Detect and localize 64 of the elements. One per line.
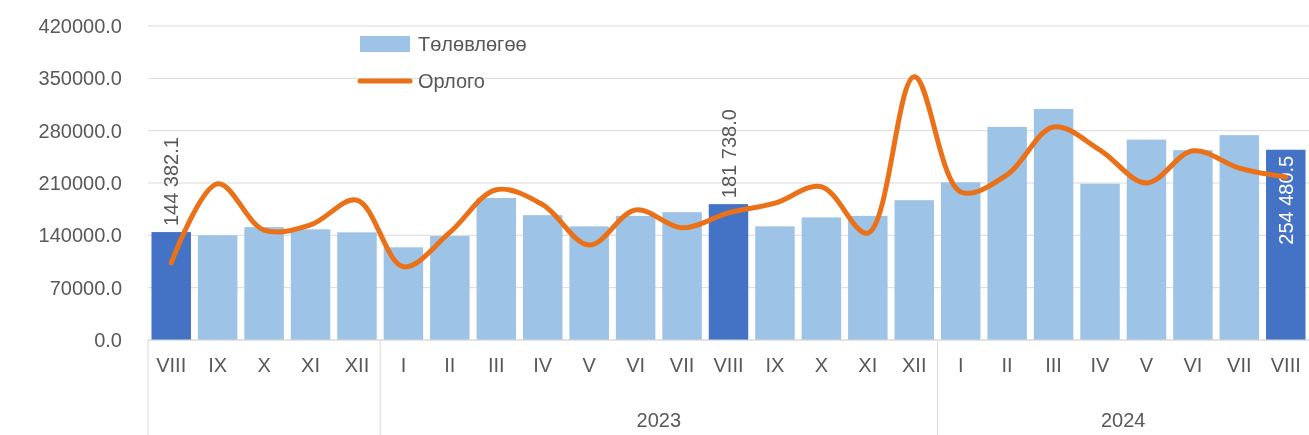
bar bbox=[151, 232, 191, 340]
text: 2024 bbox=[1100, 409, 1146, 431]
bar bbox=[1033, 108, 1074, 340]
bar bbox=[244, 227, 284, 340]
x-tick-label: X bbox=[814, 354, 829, 376]
y-tick-label: 0.0 bbox=[94, 329, 122, 351]
bar bbox=[197, 235, 238, 340]
bar bbox=[1126, 139, 1167, 340]
bar bbox=[894, 200, 934, 340]
bar bbox=[987, 126, 1027, 340]
y-tick-label: 420000.0 bbox=[38, 15, 122, 37]
x-tick-label: I bbox=[400, 354, 407, 376]
bar bbox=[383, 247, 424, 340]
x-tick-label: VI bbox=[1183, 354, 1203, 376]
y-tick-label: 350000.0 bbox=[38, 67, 122, 90]
bar bbox=[476, 197, 517, 340]
bar bbox=[569, 226, 609, 340]
bar bbox=[801, 217, 842, 340]
bar bbox=[940, 182, 981, 340]
y-tick-label: 70000.0 bbox=[49, 276, 122, 299]
data-label: 181 738.0 bbox=[717, 109, 740, 199]
legend-label: Төлөвлөгөө bbox=[418, 33, 527, 55]
x-tick-label: VII bbox=[1227, 354, 1252, 376]
x-tick-label: VII bbox=[669, 354, 695, 376]
x-tick-label: II bbox=[444, 354, 456, 376]
bar bbox=[430, 236, 470, 340]
bar bbox=[290, 229, 331, 340]
bar bbox=[662, 212, 702, 340]
bar bbox=[848, 215, 888, 340]
bar bbox=[755, 226, 795, 340]
x-tick-label: II bbox=[1001, 354, 1013, 376]
x-tick-label: VIII bbox=[713, 354, 744, 376]
y-tick-label: 140000.0 bbox=[38, 224, 122, 247]
y-tick-label: 280000.0 bbox=[38, 119, 122, 142]
x-tick-label: XI bbox=[858, 354, 878, 376]
legend-label: Орлого bbox=[418, 70, 485, 92]
x-tick-label: IX bbox=[765, 354, 785, 376]
data-label: 144 382.1 bbox=[160, 137, 183, 227]
data-label: 254 480.5 bbox=[1274, 155, 1297, 245]
bar bbox=[523, 215, 563, 340]
x-tick-label: IV bbox=[533, 354, 553, 376]
x-tick-label: V bbox=[1139, 354, 1154, 376]
bar bbox=[1219, 135, 1260, 340]
x-tick-label: IV bbox=[1090, 354, 1111, 376]
x-tick-label: X bbox=[257, 354, 271, 376]
x-tick-label: IX bbox=[208, 354, 228, 376]
x-tick-label: III bbox=[487, 354, 505, 376]
bar bbox=[337, 232, 377, 340]
x-tick-label: VI bbox=[626, 354, 646, 376]
text: 2023 bbox=[636, 409, 682, 431]
bar bbox=[1266, 149, 1306, 340]
x-tick-label: VIII bbox=[156, 354, 187, 376]
x-tick-label: III bbox=[1045, 354, 1062, 376]
x-tick-label: XI bbox=[301, 354, 320, 376]
x-tick-label: XII bbox=[344, 354, 370, 376]
x-tick-label: I bbox=[957, 354, 964, 376]
x-tick-label: XII bbox=[902, 354, 927, 376]
bar bbox=[1173, 150, 1213, 340]
bar bbox=[615, 215, 656, 340]
bar bbox=[708, 204, 749, 340]
x-tick-label: VIII bbox=[1270, 354, 1301, 376]
y-tick-label: 210000.0 bbox=[38, 172, 122, 194]
x-tick-label: V bbox=[582, 354, 597, 376]
bar bbox=[1080, 183, 1120, 340]
